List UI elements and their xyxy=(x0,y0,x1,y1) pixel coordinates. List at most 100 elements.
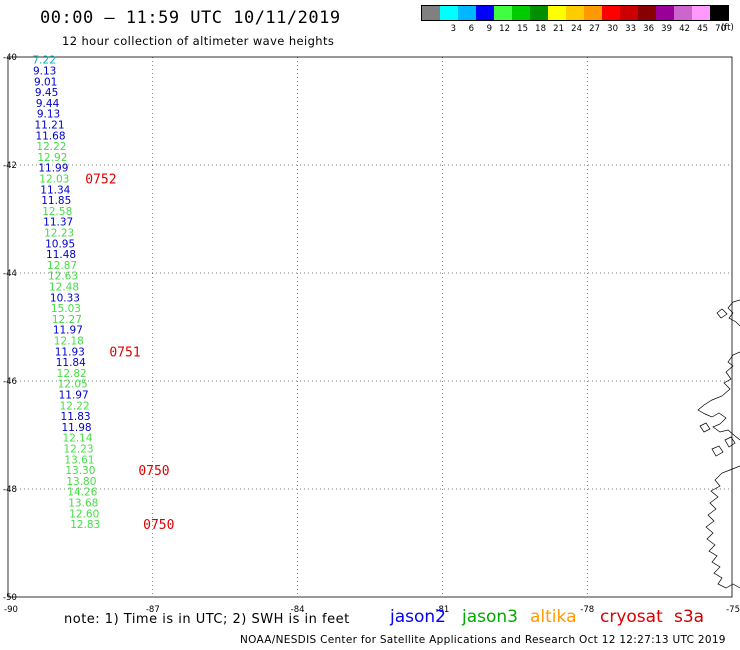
color-scale-label: 42 xyxy=(679,24,690,34)
wave-height-point: 11.98 xyxy=(62,422,92,434)
wave-height-point: 12.87 xyxy=(47,260,77,272)
color-swatch xyxy=(710,6,728,20)
color-scale-labels: 3 6 9 12 15 18 21 24 27 30 33 36 39 42 45 70 xyxy=(421,24,729,34)
color-swatch xyxy=(656,6,674,20)
note-text: note: 1) Time is in UTC; 2) SWH is in fe… xyxy=(64,612,350,627)
wave-height-point: 12.22 xyxy=(60,400,90,412)
map-axis-labels: -90 -87 -84 -81 -78 -75 -40 -42 -44 -46 -48 -50 xyxy=(3,53,740,615)
wave-height-point: 12.27 xyxy=(52,314,82,326)
wave-height-point: 7.22 xyxy=(33,55,56,67)
x-tick-label: -78 xyxy=(580,605,594,615)
legend-item-s3a: s3a xyxy=(674,607,705,627)
wave-height-point: 9.44 xyxy=(36,98,60,110)
wave-height-point: 12.23 xyxy=(63,444,93,456)
legend-item-altika: altika xyxy=(530,607,577,627)
wave-height-point: 12.22 xyxy=(36,141,66,153)
color-scale-label: 18 xyxy=(535,24,546,34)
wave-height-point: 13.68 xyxy=(68,498,98,510)
wave-height-point: 14.26 xyxy=(67,487,97,499)
wave-height-point: 11.85 xyxy=(41,195,71,207)
color-scale-label: 33 xyxy=(625,24,636,34)
wave-height-point: 12.60 xyxy=(69,508,99,520)
color-swatch xyxy=(584,6,602,20)
wave-height-point: 11.48 xyxy=(46,249,76,261)
color-swatch xyxy=(638,6,656,20)
wave-height-point: 13.30 xyxy=(65,465,95,477)
color-scale-label: 45 xyxy=(697,24,708,34)
color-scale-label: 15 xyxy=(517,24,528,34)
color-scale-label: 12 xyxy=(499,24,510,34)
wave-height-point: 11.34 xyxy=(40,184,70,196)
color-swatch xyxy=(674,6,692,20)
footer-credit: NOAA/NESDIS Center for Satellite Applica… xyxy=(240,634,726,646)
y-tick-label: -48 xyxy=(3,485,17,495)
pass-time-label: 0752 xyxy=(85,173,116,188)
color-scale-label: 27 xyxy=(589,24,600,34)
color-swatch xyxy=(566,6,584,20)
wave-height-point: 11.99 xyxy=(38,163,68,175)
wave-height-point: 12.48 xyxy=(49,282,79,294)
y-tick-label: -42 xyxy=(3,161,17,171)
wave-height-points: 7.229.139.019.459.449.1311.2111.6812.221… xyxy=(33,55,101,531)
color-swatch xyxy=(512,6,530,20)
wave-height-point: 11.21 xyxy=(34,120,64,132)
x-tick-label: -84 xyxy=(291,605,305,615)
wave-height-point: 11.93 xyxy=(55,346,85,358)
color-scale-swatches xyxy=(421,5,729,21)
wave-height-point: 11.68 xyxy=(35,130,65,142)
color-scale-label: 24 xyxy=(571,24,582,34)
color-swatch xyxy=(476,6,494,20)
pass-time-label: 0750 xyxy=(143,518,174,533)
color-swatch xyxy=(602,6,620,20)
wave-height-point: 11.83 xyxy=(61,411,91,423)
wave-height-point: 12.05 xyxy=(58,379,88,391)
wave-height-point: 11.37 xyxy=(43,217,73,229)
wave-height-point: 9.01 xyxy=(34,76,57,88)
color-scale-unit: (ft) xyxy=(721,23,734,33)
legend-item-jason3: jason3 xyxy=(462,607,518,627)
color-swatch xyxy=(458,6,476,20)
wave-height-point: 11.97 xyxy=(59,390,89,402)
color-scale-label: 39 xyxy=(661,24,672,34)
wave-height-point: 12.23 xyxy=(44,228,74,240)
wave-height-point: 11.84 xyxy=(56,357,86,369)
pass-time-label: 0750 xyxy=(138,464,169,479)
page-title: 00:00 – 11:59 UTC 10/11/2019 xyxy=(40,8,341,28)
x-tick-label: -75 xyxy=(726,605,740,615)
wave-height-point: 9.13 xyxy=(33,66,56,78)
page-subtitle: 12 hour collection of altimeter wave hei… xyxy=(62,34,335,48)
wave-height-point: 12.83 xyxy=(70,519,100,531)
wave-height-point: 13.80 xyxy=(66,476,96,488)
wave-height-point: 12.58 xyxy=(42,206,72,218)
wave-height-point: 11.97 xyxy=(53,325,83,337)
legend-item-jason2: jason2 xyxy=(390,607,446,627)
y-tick-label: -44 xyxy=(3,269,17,279)
wave-height-point: 10.95 xyxy=(45,238,75,250)
wave-height-point: 12.63 xyxy=(48,271,78,283)
wave-height-point: 10.33 xyxy=(50,292,80,304)
pass-time-labels: 0752 0751 0750 0750 xyxy=(85,173,174,534)
color-scale-bar: 3 6 9 12 15 18 21 24 27 30 33 36 39 42 45 70 (ft) xyxy=(421,5,734,34)
x-tick-label: -87 xyxy=(146,605,160,615)
pass-time-label: 0751 xyxy=(109,345,140,360)
wave-height-point: 12.82 xyxy=(57,368,87,380)
wave-height-point: 13.61 xyxy=(64,454,94,466)
color-scale-label: 6 xyxy=(468,24,474,34)
color-scale-label: 30 xyxy=(607,24,618,34)
island-chile-4 xyxy=(711,445,724,457)
legend-item-cryosat: cryosat xyxy=(600,607,663,627)
map-grid xyxy=(8,57,732,597)
wave-height-point: 9.13 xyxy=(37,109,60,121)
color-swatch xyxy=(440,6,458,20)
coastline-south-america xyxy=(697,299,740,589)
color-scale-label: 9 xyxy=(486,24,492,34)
wave-height-point: 12.92 xyxy=(37,152,67,164)
color-swatch xyxy=(548,6,566,20)
color-scale-label: 36 xyxy=(643,24,654,34)
color-swatch xyxy=(494,6,512,20)
color-scale-label: 21 xyxy=(553,24,564,34)
color-swatch xyxy=(422,6,440,20)
x-tick-label: -81 xyxy=(435,605,449,615)
wave-height-point: 12.03 xyxy=(39,174,69,186)
